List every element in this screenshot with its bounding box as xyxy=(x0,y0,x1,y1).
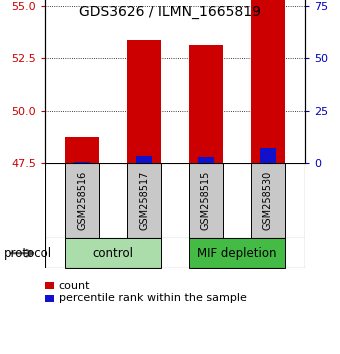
Bar xyxy=(251,0,285,163)
Bar xyxy=(127,163,161,238)
Bar xyxy=(136,156,152,163)
Text: percentile rank within the sample: percentile rank within the sample xyxy=(58,293,246,303)
Bar xyxy=(189,45,223,163)
Bar xyxy=(198,157,214,163)
Text: GSM258516: GSM258516 xyxy=(77,171,87,230)
Bar xyxy=(65,137,99,163)
Bar xyxy=(65,238,161,268)
Text: control: control xyxy=(92,247,134,260)
Bar xyxy=(74,161,90,163)
Text: GSM258517: GSM258517 xyxy=(139,171,149,230)
Text: GSM258530: GSM258530 xyxy=(263,171,273,230)
Text: MIF depletion: MIF depletion xyxy=(197,247,277,260)
Bar xyxy=(189,238,285,268)
Bar xyxy=(65,163,99,238)
Text: count: count xyxy=(58,281,90,291)
Text: protocol: protocol xyxy=(3,247,52,260)
Bar xyxy=(127,40,161,163)
Bar xyxy=(251,163,285,238)
Bar xyxy=(189,163,223,238)
Text: GSM258515: GSM258515 xyxy=(201,171,211,230)
Bar xyxy=(260,148,275,163)
Text: GDS3626 / ILMN_1665819: GDS3626 / ILMN_1665819 xyxy=(79,5,261,19)
